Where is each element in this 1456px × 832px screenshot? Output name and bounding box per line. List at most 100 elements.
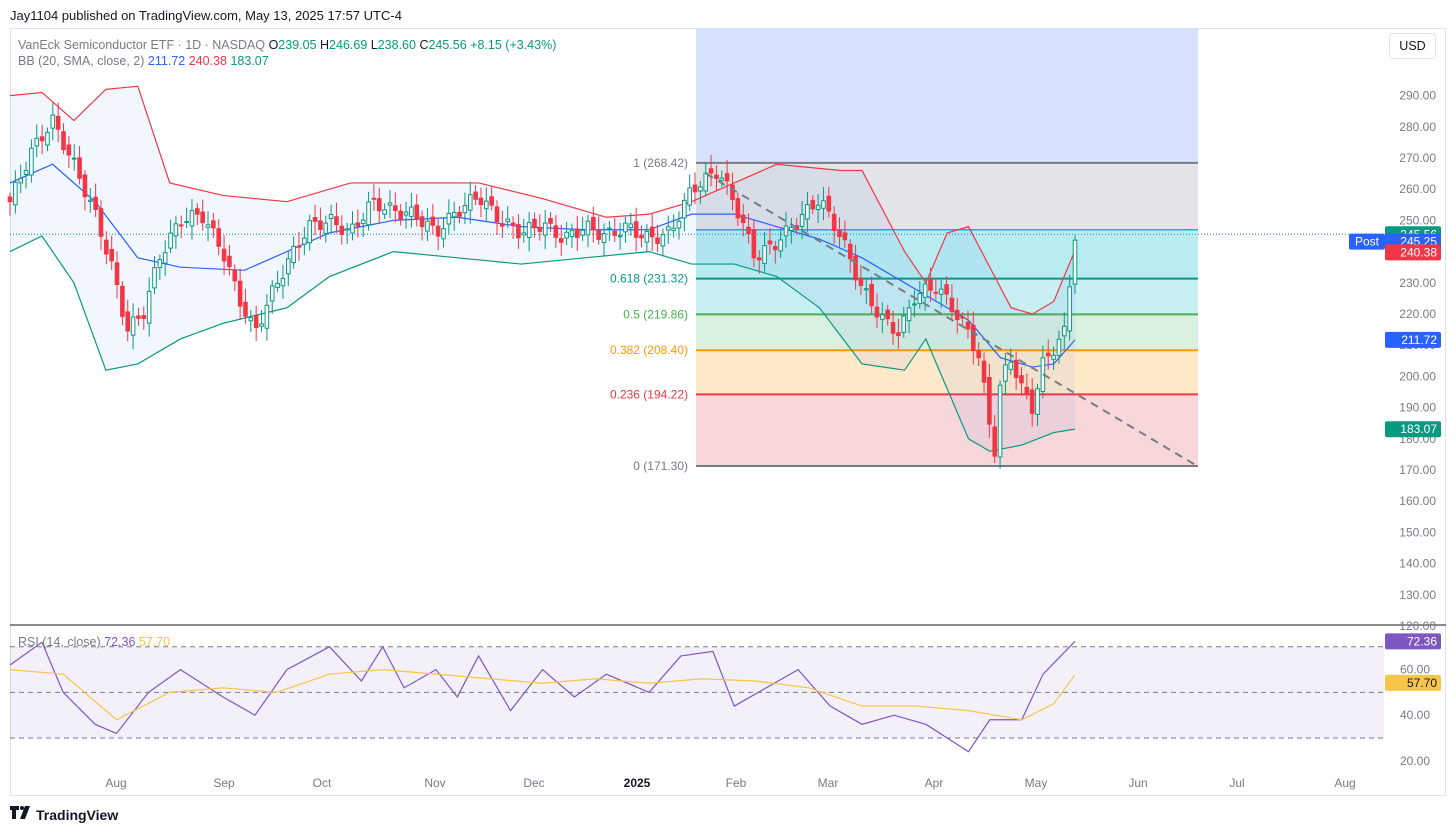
candle-body <box>703 172 709 192</box>
candle-body <box>264 304 270 329</box>
rsi-value: 72.36 <box>104 635 136 649</box>
candle-body <box>227 255 232 268</box>
candle-body <box>981 360 987 383</box>
candle-body <box>302 237 307 245</box>
candle-body <box>478 197 484 206</box>
candle-body <box>912 303 917 306</box>
price-tick-label: 190.00 <box>1399 401 1436 415</box>
candle-body <box>323 222 329 234</box>
candle-body <box>853 255 858 281</box>
rsi-tick-label: 20.00 <box>1400 754 1430 768</box>
candle-body <box>585 220 591 236</box>
time-tick-label: Mar <box>818 776 839 790</box>
candle-body <box>869 283 874 307</box>
candle-body <box>344 228 350 231</box>
candle-body <box>334 216 339 226</box>
candle-body <box>409 206 414 217</box>
candle-body <box>18 177 24 184</box>
post-badge-label: Post <box>1355 235 1380 249</box>
candle-body <box>1061 325 1067 337</box>
candle-body <box>542 222 548 236</box>
candle-body <box>751 229 757 259</box>
candle-body <box>917 292 923 304</box>
candle-body <box>403 211 409 216</box>
bb-upper-value: 240.38 <box>188 54 227 68</box>
price-tick-label: 120.00 <box>1399 619 1436 633</box>
candle-body <box>997 384 1003 458</box>
candle-body <box>591 216 596 231</box>
candle-body <box>558 238 564 243</box>
candle-body <box>435 225 441 237</box>
price-tick-label: 130.00 <box>1399 588 1436 602</box>
candle-body <box>146 290 152 324</box>
candle-body <box>805 204 810 220</box>
price-badge-value: 211.72 <box>1401 333 1437 347</box>
candle-body <box>462 205 468 214</box>
time-tick-label: 2025 <box>624 776 651 790</box>
candle-body <box>104 239 109 255</box>
candle-body <box>93 196 98 210</box>
time-tick-label: Dec <box>523 776 544 790</box>
price-tick-label: 270.00 <box>1399 151 1436 165</box>
change-value: +8.15 (+3.43%) <box>470 38 557 52</box>
candle-body <box>922 283 928 298</box>
candle-body <box>719 177 725 181</box>
bb-basis-value: 211.72 <box>147 54 186 68</box>
candle-body <box>1045 352 1051 357</box>
time-tick-label: Jun <box>1128 776 1147 790</box>
candle-body <box>45 131 50 146</box>
candle-body <box>762 245 767 264</box>
candle-body <box>933 291 939 294</box>
tradingview-logo-icon <box>10 806 32 824</box>
candle-body <box>735 197 741 219</box>
candle-body <box>1024 386 1030 395</box>
candle-body <box>906 307 912 322</box>
close-label: C <box>419 38 429 52</box>
open-value: 239.05 <box>278 38 317 52</box>
candle-body <box>34 137 40 147</box>
candle-body <box>692 184 698 193</box>
candle-body <box>1003 364 1008 382</box>
candle-body <box>125 311 131 332</box>
currency-button[interactable]: USD <box>1389 33 1436 59</box>
candle-body <box>430 216 436 226</box>
candle-body <box>484 200 489 210</box>
fib-zone <box>696 314 1198 351</box>
bb-label[interactable]: BB (20, SMA, close, 2) <box>18 54 145 68</box>
price-tick-label: 140.00 <box>1399 557 1436 571</box>
rsi-ma-value: 57.70 <box>138 635 171 649</box>
candle-body <box>152 267 157 289</box>
candle-body <box>451 211 457 218</box>
symbol-label[interactable]: VanEck Semiconductor ETF · 1D · NASDAQ <box>18 38 266 52</box>
candle-body <box>50 114 56 129</box>
candle-body <box>858 278 864 287</box>
candle-body <box>221 248 227 262</box>
candle-body <box>730 184 735 200</box>
candle-body <box>532 218 537 229</box>
price-tick-label: 150.00 <box>1399 525 1436 539</box>
candle-body <box>553 225 559 238</box>
tradingview-brand[interactable]: TradingView <box>10 806 118 824</box>
candle-body <box>574 228 580 238</box>
candle-body <box>457 211 462 217</box>
candle-body <box>393 205 398 211</box>
price-tick-label: 230.00 <box>1399 276 1436 290</box>
candle-body <box>195 208 200 215</box>
rsi-label[interactable]: RSI (14, close) <box>18 635 101 649</box>
candle-body <box>157 259 163 269</box>
candle-body <box>82 174 88 198</box>
candle-body <box>847 243 853 260</box>
high-label: H <box>320 38 330 52</box>
candle-body <box>987 377 992 425</box>
open-label: O <box>268 38 279 52</box>
candle-body <box>243 301 248 317</box>
candle-body <box>510 222 516 226</box>
candle-body <box>237 280 243 307</box>
post-badge <box>1349 233 1385 250</box>
low-label: L <box>370 38 378 52</box>
close-value: 245.56 <box>428 38 467 52</box>
rsi-line <box>9 640 1076 753</box>
candle-body <box>77 157 82 179</box>
candle-body <box>569 230 575 238</box>
